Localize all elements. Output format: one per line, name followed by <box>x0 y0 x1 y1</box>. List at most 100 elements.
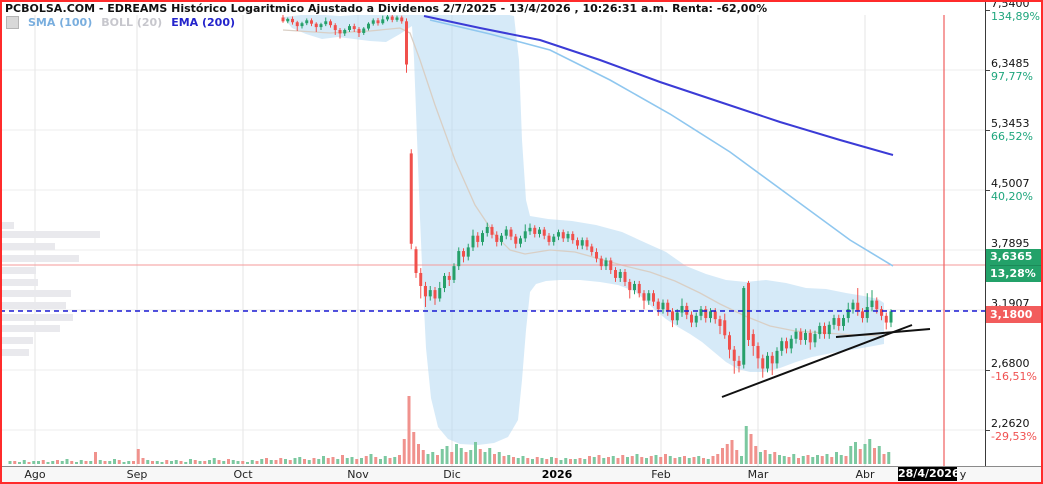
legend-swatch-icon <box>6 16 19 29</box>
candle-body <box>846 309 850 319</box>
volume-bar <box>711 456 715 464</box>
volume-profile-bar <box>2 302 66 309</box>
volume-bar <box>151 461 154 464</box>
volume-bar <box>483 452 487 464</box>
cursor-date-badge[interactable]: 28/4/2026 <box>898 467 960 481</box>
volume-bar <box>8 461 12 464</box>
trend-line <box>835 328 931 338</box>
candle-body <box>818 325 822 335</box>
volume-bar <box>307 460 311 464</box>
candle-body <box>614 270 617 278</box>
volume-bar <box>464 452 468 464</box>
volume-bar <box>735 450 739 464</box>
volume-bar <box>108 461 112 464</box>
candle-body <box>319 24 323 28</box>
candle-body <box>647 293 651 301</box>
candle-body <box>281 17 285 22</box>
volume-bar <box>260 459 264 464</box>
candle-body <box>709 311 712 319</box>
volume-bar <box>70 461 74 464</box>
volume-bar <box>621 455 625 464</box>
candle-body <box>476 235 480 242</box>
volume-bar <box>493 454 496 464</box>
candle-body <box>865 307 869 319</box>
volume-bar <box>113 459 116 464</box>
volume-bar <box>469 450 473 464</box>
volume-bar <box>189 459 192 464</box>
candle-body <box>851 302 855 310</box>
candle-body <box>718 319 722 326</box>
volume-bar <box>41 460 45 464</box>
sma-badge-price: 3,6365 <box>990 250 1033 263</box>
price-label: 4,5007 <box>991 177 1030 190</box>
candle-body <box>514 236 518 244</box>
candle-body <box>333 25 337 31</box>
volume-bar <box>673 458 677 464</box>
candle-body <box>409 153 413 244</box>
volume-bar <box>754 446 758 464</box>
volume-bar <box>488 448 492 464</box>
candle-body <box>623 271 627 282</box>
volume-bar <box>531 459 534 464</box>
candle-body <box>438 288 442 299</box>
candle-body <box>485 226 489 234</box>
candle-body <box>433 290 437 299</box>
legend-sma100[interactable]: SMA (100) <box>28 16 93 29</box>
month-label: y <box>959 468 967 481</box>
volume-bar <box>664 454 667 464</box>
volume-bar <box>697 456 701 464</box>
volume-bar <box>165 460 169 464</box>
volume-bar <box>84 461 88 464</box>
volume-bar <box>749 434 753 464</box>
volume-bar <box>98 460 102 464</box>
candle-body <box>552 236 556 242</box>
candle-body <box>542 229 546 236</box>
volume-bar <box>336 459 340 464</box>
candle-body <box>832 318 836 325</box>
candle-body <box>585 240 589 247</box>
legend-boll20[interactable]: BOLL (20) <box>101 16 163 29</box>
candle-body <box>671 311 674 321</box>
volume-profile-bar <box>2 290 71 297</box>
volume-bar <box>744 426 748 464</box>
candle-body <box>509 229 513 237</box>
volume-bar <box>284 459 287 464</box>
volume-bar <box>478 449 482 464</box>
candle-body <box>490 226 494 235</box>
volume-bar <box>535 457 539 464</box>
candle-body <box>804 332 807 340</box>
volume-bar <box>160 462 164 464</box>
price-tick <box>986 70 990 71</box>
volume-bar <box>179 461 183 464</box>
volume-profile-bar <box>2 243 55 250</box>
volume-bar <box>170 461 173 464</box>
candle-body <box>628 281 632 291</box>
candle-body <box>348 26 351 31</box>
volume-bar <box>274 460 278 464</box>
candle-body <box>704 309 708 319</box>
volume-bar <box>578 458 582 464</box>
volume-bar <box>559 460 563 464</box>
price-tick <box>986 10 990 11</box>
price-tick <box>986 130 990 131</box>
volume-bar <box>569 459 572 464</box>
candle-body <box>675 312 679 321</box>
volume-bar <box>702 458 705 464</box>
price-tick <box>986 430 990 431</box>
candle-body <box>447 275 451 280</box>
candle-body <box>618 271 622 278</box>
volume-bar <box>778 455 781 464</box>
boll-mid-line <box>282 27 886 337</box>
legend-ema200[interactable]: EMA (200) <box>171 16 236 29</box>
price-axis: 7,5400 134,89% 6,3485 97,77% 5,3453 66,52% 4,5… <box>985 0 1042 466</box>
candle-body <box>699 309 703 316</box>
volume-bar <box>208 460 211 464</box>
volume-bar <box>526 458 530 464</box>
candle-body <box>576 240 579 246</box>
volume-bar <box>364 456 368 464</box>
volume-bar <box>303 459 306 464</box>
volume-bar <box>583 459 587 464</box>
candle-body <box>861 311 864 319</box>
